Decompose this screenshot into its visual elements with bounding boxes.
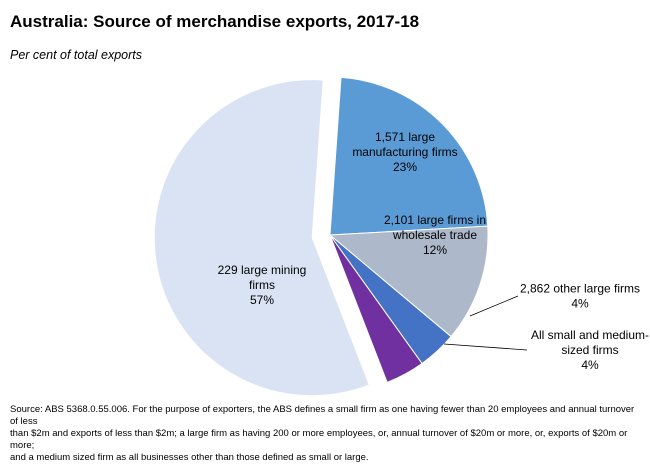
slice-label-2-101-large-firms-in-wholesale-trade: 2,101 large firms in wholesale trade 12%: [384, 213, 486, 257]
slice-name-line: 2,101 large firms in: [384, 213, 486, 227]
slice-value-label: 23%: [393, 160, 417, 174]
slice-value-label: 4%: [571, 297, 589, 311]
slice-name-line: wholesale trade: [392, 228, 477, 242]
source-line-3: and a medium sized firm as all businesse…: [10, 452, 369, 463]
slice-name-line: 2,862 other large firms: [520, 282, 640, 296]
pie-slice-all-small-and-medium-sized-firms: [329, 234, 423, 383]
leader-line-2-862-other-large-firms: [469, 295, 519, 317]
slice-label-1-571-large-manufacturing-firms: 1,571 large manufacturing firms 23%: [352, 130, 457, 174]
slice-value-label: 57%: [250, 293, 274, 307]
source-line-1: Source: ABS 5368.0.55.006. For the purpo…: [10, 404, 635, 427]
slice-label-all-small-and-medium-sized-firms: All small and medium-sized firms 4%: [531, 328, 649, 372]
leader-lines: [443, 295, 528, 351]
slice-name-line: 1,571 large: [375, 130, 435, 144]
chart-title: Australia: Source of merchandise exports…: [10, 12, 420, 31]
slice-value-label: 4%: [581, 358, 599, 372]
slice-name-line: sized firms: [561, 343, 618, 357]
slice-label-229-large-mining-firms: 229 large mining firms 57%: [218, 263, 307, 307]
slice-label-2-862-other-large-firms: 2,862 other large firms 4%: [520, 282, 640, 311]
pie-slice-229-large-mining-firms: [153, 79, 370, 397]
slice-name-line: manufacturing firms: [352, 145, 457, 159]
slice-name-line: firms: [249, 278, 275, 292]
leader-line-all-small-and-medium-sized-firms: [443, 343, 528, 351]
pie-slice-2-101-large-firms-in-wholesale-trade: [328, 225, 489, 338]
slice-value-label: 12%: [423, 243, 447, 257]
pie-slices: [153, 76, 489, 397]
source-line-2: than $2m and exports of less than $2m; a…: [10, 428, 628, 451]
pie-slice-1-571-large-manufacturing-firms: [329, 76, 489, 236]
slice-name-line: All small and medium-: [531, 328, 649, 342]
slice-labels: 1,571 large manufacturing firms 23% 2,101 l…: [218, 130, 649, 372]
source-note: Source: ABS 5368.0.55.006. For the purpo…: [10, 404, 640, 464]
chart-subtitle: Per cent of total exports: [10, 48, 143, 62]
slice-name-line: 229 large mining: [218, 263, 307, 277]
